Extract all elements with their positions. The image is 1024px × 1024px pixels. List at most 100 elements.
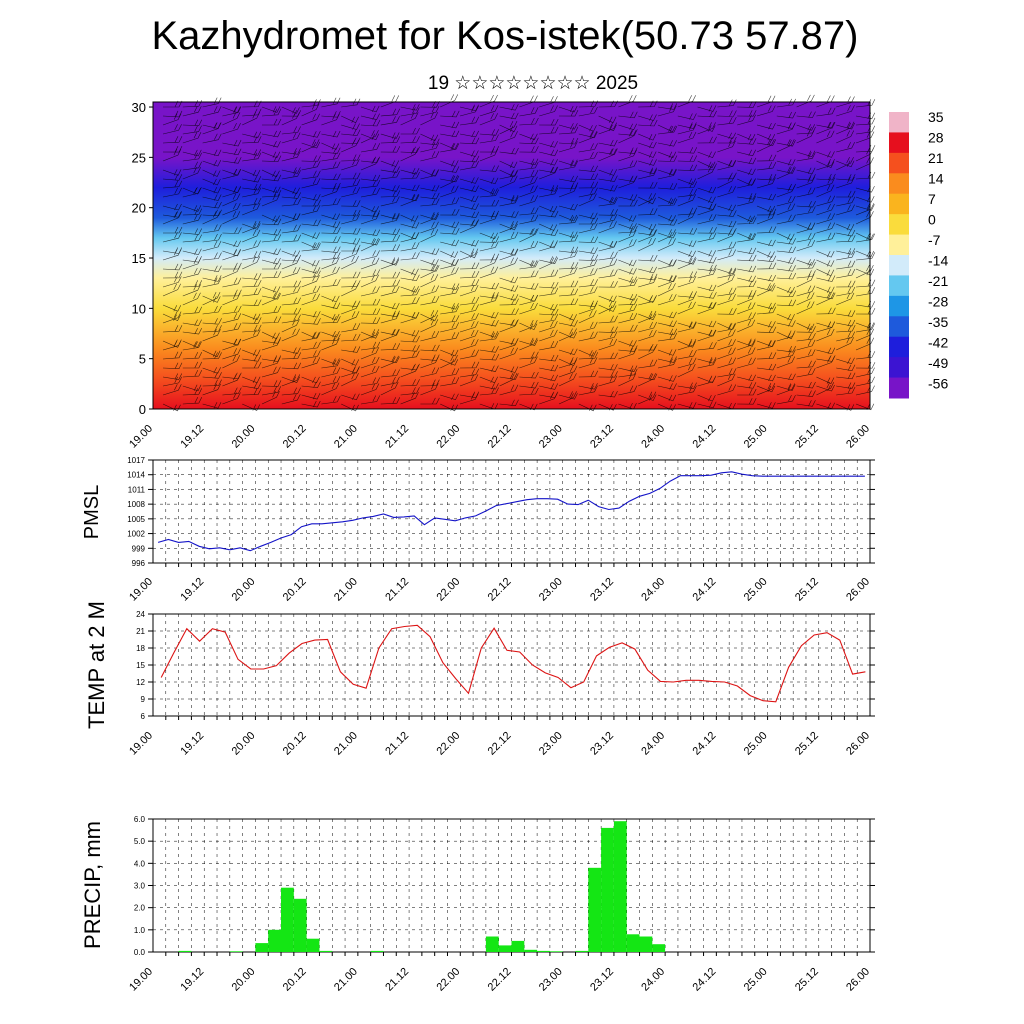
wind-barb [737,233,757,243]
wind-barb [202,149,222,157]
wind-barb [776,320,796,327]
wind-barb [717,210,737,217]
wind-barb [301,232,320,239]
wind-barb [836,324,856,333]
wind-barb [400,148,419,162]
wind-barb [796,261,816,270]
wind-barb [816,292,836,300]
wind-barb [677,275,697,288]
colorbar-segment [889,316,909,338]
wind-barb [400,252,420,261]
wind-barb [400,335,420,343]
wind-barb [222,277,242,288]
wind-barb [677,95,696,108]
wind-barb [459,239,479,247]
wind-barb [321,236,341,243]
colorbar-label: 14 [928,171,944,187]
wind-barb [341,179,361,189]
wind-barb [598,115,617,124]
wind-barb [737,340,756,347]
wind-barb [737,292,756,306]
wind-barb [539,141,558,148]
wind-barb [242,131,262,139]
wind-barb [400,104,420,111]
wind-barb [677,349,697,360]
wind-barb [578,236,599,243]
wind-barb [360,156,381,164]
wind-barb [539,105,558,117]
wind-barb [836,174,856,181]
wind-barb [598,251,618,261]
y-tick-label: 0.0 [134,948,146,957]
wind-barb [242,220,261,234]
colorbar-segment [889,173,909,195]
wind-barb [242,361,262,369]
x-tick-label: 19.12 [178,576,206,604]
wind-barb [598,375,618,387]
wind-barb [202,383,221,396]
wind-barb [222,348,241,360]
wind-barb [222,211,241,225]
wind-barb [519,356,538,369]
wind-barb [539,159,558,166]
wind-barb [796,259,815,266]
wind-barb [855,328,875,342]
wind-barb [341,154,361,162]
wind-barb [360,356,380,369]
wind-barb [321,161,341,171]
wind-barb [756,105,776,117]
wind-barb [677,164,698,172]
wind-barb [459,160,479,171]
wind-barb [261,155,282,162]
wind-barb [756,154,777,162]
wind-barb [598,326,618,333]
wind-barb [855,203,875,216]
wind-barb [519,351,539,360]
wind-barb [162,313,181,321]
wind-barb [420,169,440,180]
wind-barb [400,330,420,337]
wind-barb [341,209,361,217]
wind-barb [479,210,499,218]
wind-barb [360,119,381,127]
wind-barb [657,214,676,222]
wind-barb [281,167,301,174]
wind-barb [816,177,836,189]
wind-barb [420,295,440,306]
wind-barb [677,256,696,270]
wind-barb [182,214,202,225]
x-tick-label: 25.12 [793,576,821,604]
wind-barb [717,175,736,189]
wind-barb [301,170,321,180]
wind-barb [360,329,380,342]
wind-barb [618,347,637,360]
y-tick-label: 1017 [127,456,145,465]
wind-barb [499,112,519,120]
wind-barb [657,140,677,147]
wind-barb [380,356,400,364]
wind-barb [321,142,340,150]
wind-barb [321,213,340,220]
wind-barb [380,108,401,117]
colorbar-segment [889,295,909,317]
wind-barb [301,341,321,351]
wind-barb [242,183,262,191]
wind-barb [202,133,222,144]
wind-barb [261,169,280,178]
colorbar-segment [889,214,909,236]
wind-barb [162,373,183,380]
wind-barb [479,292,499,299]
wind-barb [657,259,677,270]
wind-barb [618,147,638,154]
wind-barb [400,288,420,297]
precip-bar [575,950,589,952]
wind-barb [499,249,519,256]
pmsl-series-line [157,471,865,552]
wind-barb [301,131,321,138]
wind-barb [301,160,321,171]
wind-barb [301,204,321,216]
wind-barb [558,280,579,288]
wind-barb [420,356,439,369]
wind-barb [776,203,796,216]
wind-barb [776,238,796,245]
